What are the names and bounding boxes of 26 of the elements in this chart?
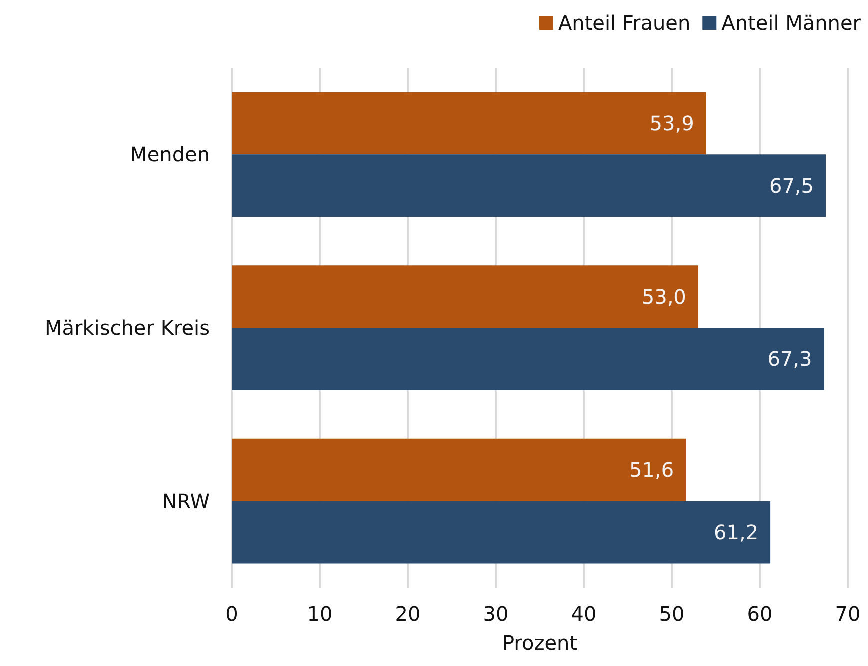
bar <box>232 328 824 390</box>
x-tick-label: 70 <box>835 602 861 626</box>
x-tick-label: 40 <box>571 602 597 626</box>
bar <box>232 438 686 502</box>
x-tick-label: 60 <box>747 602 773 626</box>
x-tick-label: 10 <box>307 602 333 626</box>
data-label: 61,2 <box>714 520 759 545</box>
legend-label: Anteil Frauen <box>558 11 691 35</box>
y-tick-label: NRW <box>162 489 210 514</box>
x-tick-label: 30 <box>483 602 509 626</box>
x-tick-label: 50 <box>659 602 685 626</box>
bar <box>232 266 698 328</box>
bar <box>232 92 706 155</box>
bar <box>232 154 826 218</box>
data-label: 53,0 <box>642 284 686 309</box>
x-tick-label: 0 <box>226 602 238 626</box>
data-label: 53,9 <box>650 111 694 136</box>
x-axis-title: Prozent <box>502 631 578 655</box>
x-tick-label: 20 <box>395 602 421 626</box>
y-tick-label: Märkischer Kreis <box>44 316 210 340</box>
data-label: 67,3 <box>768 347 812 372</box>
data-label: 67,5 <box>769 174 814 198</box>
data-label: 51,6 <box>630 458 674 482</box>
legend-label: Anteil Männer <box>722 11 862 35</box>
y-tick-label: Menden <box>130 142 210 167</box>
bar <box>232 501 771 564</box>
